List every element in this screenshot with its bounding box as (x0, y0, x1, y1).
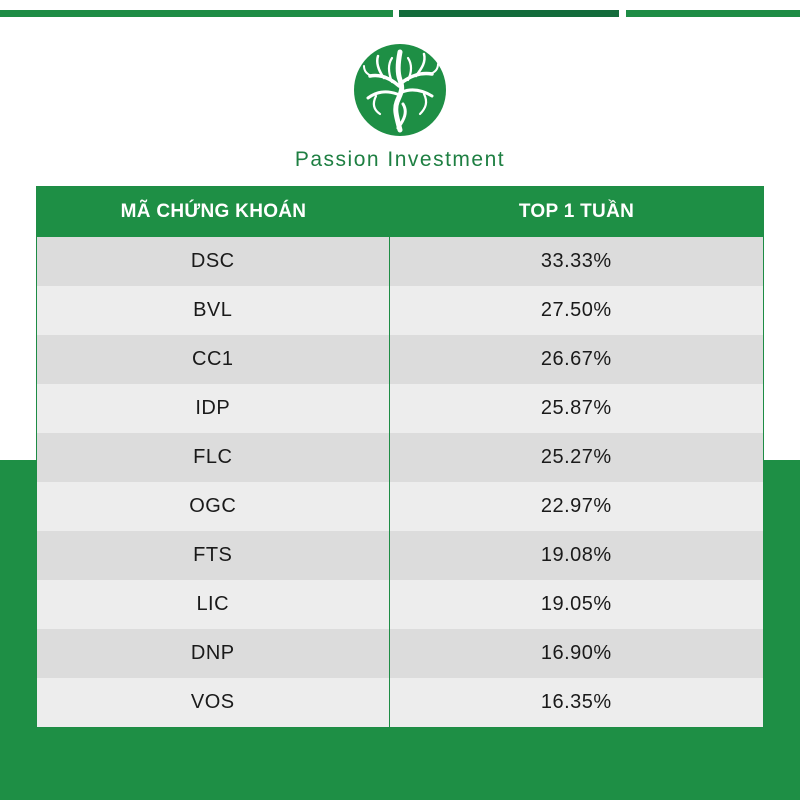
ticker-cell: DNP (37, 629, 390, 678)
value-cell: 27.50% (540, 299, 612, 321)
value-cell: 33.33% (540, 250, 612, 272)
table-row: IDP 25.87% (37, 384, 763, 433)
tree-logo-icon (354, 44, 446, 136)
table-row: DSC 33.33% (37, 237, 763, 286)
table-row: FLC 25.27% (37, 433, 763, 482)
column-header-ticker: MÃ CHỨNG KHOÁN (120, 201, 307, 222)
value-cell: 22.97% (540, 495, 612, 517)
brand-name: Passion Investment (294, 148, 506, 171)
ticker-cell: FTS (37, 531, 390, 580)
ticker-cell: CC1 (37, 335, 390, 384)
ticker-cell: LIC (37, 580, 390, 629)
table-row: FTS 19.08% (37, 531, 763, 580)
value-cell: 16.35% (540, 691, 612, 713)
table-row: OGC 22.97% (37, 482, 763, 531)
value-cell: 25.87% (540, 397, 612, 419)
top-accent-bar-middle (399, 10, 619, 17)
value-cell: 26.67% (540, 348, 612, 370)
stock-ranking-table: MÃ CHỨNG KHOÁN TOP 1 TUẦN DSC 33.33% BVL… (36, 186, 764, 728)
value-cell: 19.08% (540, 544, 612, 566)
table-body: DSC 33.33% BVL 27.50% CC1 26.67% IDP 25.… (37, 237, 763, 727)
top-accent-bar-left (0, 10, 393, 17)
column-header-top-week: TOP 1 TUẦN (518, 201, 635, 222)
ticker-cell: FLC (37, 433, 390, 482)
ticker-cell: DSC (37, 237, 390, 286)
value-cell: 19.05% (540, 593, 612, 615)
ticker-cell: IDP (37, 384, 390, 433)
ticker-cell: BVL (37, 286, 390, 335)
table-row: LIC 19.05% (37, 580, 763, 629)
table-header: MÃ CHỨNG KHOÁN TOP 1 TUẦN (37, 187, 763, 237)
table-row: VOS 16.35% (37, 678, 763, 727)
table-row: BVL 27.50% (37, 286, 763, 335)
value-cell: 25.27% (540, 446, 612, 468)
top-accent-bar-right (626, 10, 800, 17)
table-row: CC1 26.67% (37, 335, 763, 384)
table-row: DNP 16.90% (37, 629, 763, 678)
value-cell: 16.90% (540, 642, 612, 664)
ticker-cell: VOS (37, 678, 390, 727)
ticker-cell: OGC (37, 482, 390, 531)
